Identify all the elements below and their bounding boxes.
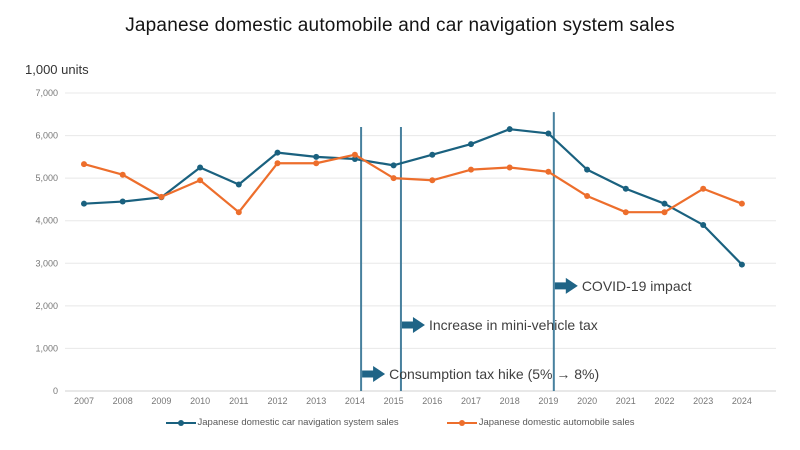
data-point-marker-automobile	[429, 177, 436, 184]
data-point-marker-car-navigation	[235, 181, 242, 188]
x-tick-label: 2024	[732, 396, 752, 406]
annotation-label: Consumption tax hike (5% → 8%)	[389, 366, 599, 382]
data-point-marker-automobile	[119, 171, 126, 178]
x-tick-label: 2015	[384, 396, 404, 406]
y-tick-label: 3,000	[35, 258, 58, 268]
y-tick-label: 2,000	[35, 301, 58, 311]
data-point-marker-car-navigation	[390, 162, 397, 169]
data-point-marker-automobile	[584, 193, 591, 200]
x-tick-label: 2010	[190, 396, 210, 406]
x-tick-label: 2009	[151, 396, 171, 406]
y-tick-label: 4,000	[35, 216, 58, 226]
chart-legend: Japanese domestic car navigation system …	[0, 417, 800, 428]
x-tick-label: 2018	[500, 396, 520, 406]
data-point-marker-automobile	[738, 200, 745, 207]
data-point-marker-automobile	[506, 164, 513, 171]
y-axis-unit-label: 1,000 units	[25, 62, 89, 77]
annotation-label: COVID-19 impact	[582, 278, 692, 294]
data-point-marker-automobile	[274, 160, 281, 167]
x-tick-label: 2021	[616, 396, 636, 406]
legend-item-car-navigation: Japanese domestic car navigation system …	[165, 417, 399, 428]
data-point-marker-automobile	[700, 185, 707, 192]
data-point-marker-car-navigation	[661, 200, 668, 207]
legend-item-automobile: Japanese domestic automobile sales	[446, 417, 635, 428]
x-tick-label: 2023	[693, 396, 713, 406]
callout-arrow-icon	[362, 365, 386, 382]
data-point-marker-automobile	[313, 160, 320, 167]
legend-label-automobile: Japanese domestic automobile sales	[478, 417, 635, 428]
data-point-marker-car-navigation	[313, 153, 320, 160]
data-point-marker-automobile	[351, 151, 358, 158]
data-point-marker-car-navigation	[81, 200, 87, 207]
y-tick-label: 5,000	[35, 173, 58, 183]
x-tick-label: 2022	[654, 396, 674, 406]
data-point-marker-car-navigation	[119, 198, 126, 205]
data-point-marker-car-navigation	[351, 155, 358, 162]
data-point-marker-car-navigation	[468, 141, 474, 148]
callout-arrow-icon	[554, 277, 578, 294]
data-point-marker-car-navigation	[429, 151, 436, 158]
data-point-marker-car-navigation	[197, 164, 204, 171]
data-point-marker-car-navigation	[622, 185, 629, 192]
x-tick-label: 2008	[113, 396, 133, 406]
data-point-marker-automobile	[622, 209, 629, 216]
legend-label-car-navigation: Japanese domestic car navigation system …	[197, 417, 399, 428]
series-line-car-navigation	[83, 128, 743, 266]
data-point-marker-automobile	[468, 166, 474, 173]
x-tick-label: 2012	[267, 396, 287, 406]
x-tick-label: 2007	[74, 396, 94, 406]
x-tick-label: 2011	[229, 396, 248, 406]
y-tick-label: 6,000	[35, 131, 58, 141]
series-line-automobile	[83, 153, 743, 214]
data-point-marker-automobile	[235, 209, 242, 216]
data-point-marker-automobile	[197, 177, 204, 184]
legend-line-marker-icon	[446, 419, 477, 427]
callout-arrow-icon	[401, 317, 425, 334]
data-point-marker-automobile	[81, 161, 87, 168]
data-point-marker-automobile	[661, 209, 668, 216]
x-tick-label: 2013	[306, 396, 326, 406]
data-point-marker-car-navigation	[584, 166, 591, 173]
annotation-label: Increase in mini-vehicle tax	[429, 317, 598, 333]
x-tick-label: 2019	[538, 396, 558, 406]
data-point-marker-car-navigation	[738, 261, 745, 268]
y-tick-label: 0	[53, 386, 58, 396]
data-point-marker-automobile	[158, 193, 165, 200]
legend-line-marker-icon	[165, 419, 196, 427]
x-tick-label: 2020	[577, 396, 597, 406]
data-point-marker-car-navigation	[545, 130, 552, 137]
y-tick-label: 7,000	[35, 88, 58, 98]
x-tick-label: 2017	[461, 396, 481, 406]
data-point-marker-car-navigation	[274, 149, 281, 156]
x-tick-label: 2014	[345, 396, 365, 406]
data-point-marker-car-navigation	[700, 221, 707, 228]
chart-title: Japanese domestic automobile and car nav…	[125, 15, 675, 36]
y-tick-label: 1,000	[35, 343, 58, 353]
data-point-marker-automobile	[390, 175, 397, 182]
data-point-marker-automobile	[545, 168, 552, 175]
x-tick-label: 2016	[422, 396, 442, 406]
data-point-marker-car-navigation	[506, 126, 513, 133]
